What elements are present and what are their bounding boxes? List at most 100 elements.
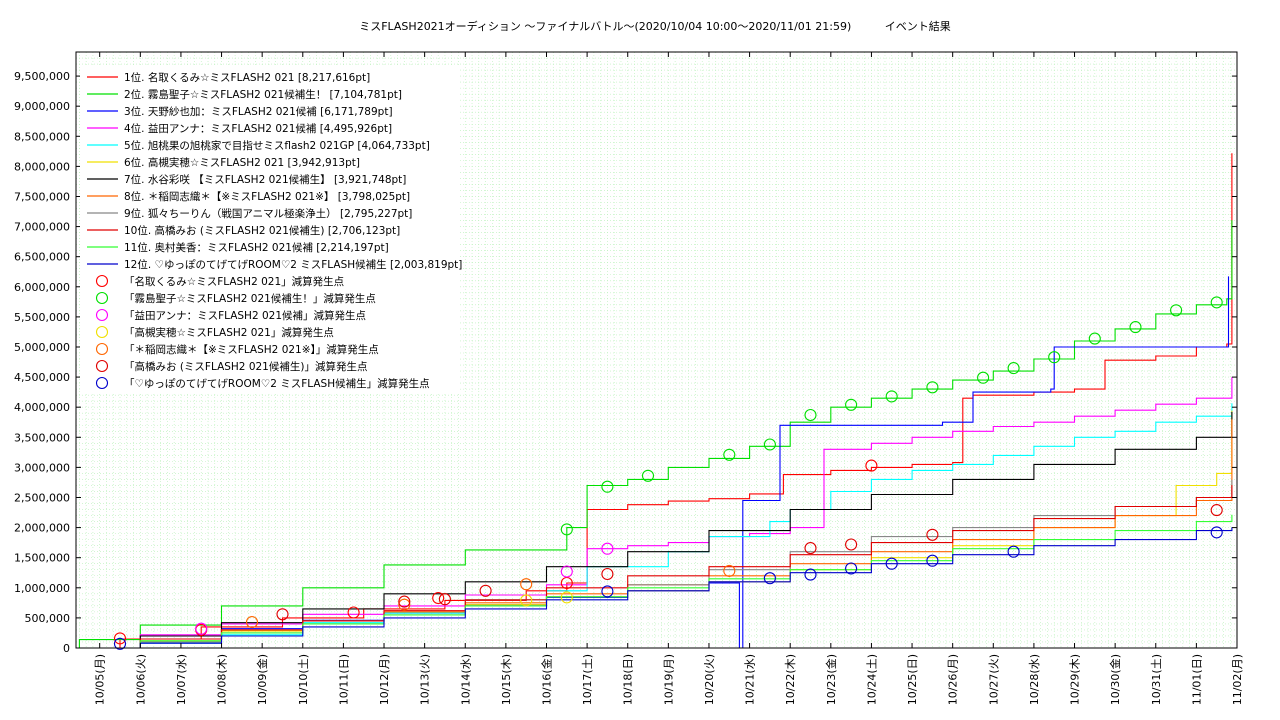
marker-circle-5 bbox=[520, 578, 533, 591]
y-tick-label: 8,000,000 bbox=[14, 160, 70, 173]
x-tick-label: 10/20(火) bbox=[703, 654, 716, 705]
x-tick-label: 11/02(月) bbox=[1231, 654, 1244, 705]
x-tick-label: 10/12(月) bbox=[378, 654, 391, 705]
marker-circle-5 bbox=[723, 564, 736, 577]
marker-circle-6 bbox=[804, 542, 817, 555]
legend-marker bbox=[95, 308, 109, 322]
marker-circle-6 bbox=[601, 567, 614, 581]
marker-circle-6 bbox=[845, 538, 858, 551]
legend-marker bbox=[95, 376, 109, 390]
marker-circle-7 bbox=[804, 568, 817, 581]
x-tick-label: 10/16(金) bbox=[540, 654, 554, 705]
legend-label: 3位. 天野紗也加：ミスFLASH2 021候補 [6,171,789pt] bbox=[124, 105, 393, 118]
legend: 1位. 名取くるみ☆ミスFLASH2 021 [8,217,616pt] 2位. … bbox=[80, 67, 462, 394]
marker-circle-3 bbox=[601, 542, 614, 555]
marker-circle-2 bbox=[763, 438, 776, 451]
marker-circle-2 bbox=[1007, 362, 1020, 375]
marker-circle-2 bbox=[885, 390, 898, 403]
x-tick-label: 10/21(水) bbox=[744, 654, 757, 705]
legend-label: 1位. 名取くるみ☆ミスFLASH2 021 [8,217,616pt] bbox=[124, 71, 370, 84]
y-tick-label: 4,000,000 bbox=[14, 401, 70, 414]
legend-label: 6位. 高槻実穂☆ミスFLASH2 021 [3,942,913pt] bbox=[124, 156, 360, 169]
series-lines bbox=[76, 153, 1233, 649]
marker-circle-7 bbox=[845, 562, 858, 575]
y-tick-label: 4,500,000 bbox=[14, 371, 70, 384]
marker-circle-2 bbox=[641, 469, 655, 482]
x-tick-label: 10/10(土) bbox=[297, 654, 310, 705]
marker-circle-7 bbox=[1210, 526, 1223, 539]
marker-circle-7 bbox=[763, 572, 776, 585]
plot-frame bbox=[75, 51, 1238, 649]
legend-marker bbox=[95, 359, 109, 373]
x-tick-label: 10/05(月) bbox=[94, 654, 107, 705]
x-tick-label: 10/14(水) bbox=[459, 654, 472, 705]
marker-circle-1 bbox=[347, 606, 360, 619]
y-tick-label: 8,500,000 bbox=[14, 130, 70, 143]
marker-circle-5 bbox=[398, 598, 411, 611]
x-tick-label: 10/27(火) bbox=[987, 654, 1000, 705]
x-tick-label: 11/01(日) bbox=[1190, 654, 1203, 705]
legend-label: 9位. 狐々ちーりん（戦国アニマル極楽浄土） [2,795,227pt] bbox=[124, 207, 412, 220]
x-tick-label: 10/29(木) bbox=[1069, 654, 1082, 705]
legend-label: 8位. ＊稲岡志織＊【※ミスFLASH2 021※】 [3,798,025pt] bbox=[124, 190, 410, 203]
legend-label: 「益田アンナ：ミスFLASH2 021候補」減算発生点 bbox=[124, 309, 366, 322]
series-line-5 bbox=[76, 403, 1233, 649]
series-line-11 bbox=[76, 514, 1233, 649]
marker-circle-7 bbox=[926, 554, 939, 567]
series-line-12 bbox=[76, 527, 1233, 649]
y-tick-label: 5,000,000 bbox=[14, 341, 70, 354]
series-line-2 bbox=[76, 220, 1233, 649]
x-tick-label: 10/18(日) bbox=[622, 654, 635, 705]
chart-title-text: ミスFLASH2021オーディション ～ファイナルバトル～(2020/10/04… bbox=[359, 20, 852, 33]
legend-label: 「♡ゆっぽのてげてげROOM♡2 ミスFLASH候補生」減算発生点 bbox=[124, 377, 430, 390]
x-tick-label: 10/28(水) bbox=[1028, 654, 1041, 705]
x-tick-label: 10/26(月) bbox=[947, 654, 960, 705]
y-tick-label: 9,500,000 bbox=[14, 70, 70, 83]
marker-circle-7 bbox=[601, 585, 614, 598]
series-line-4 bbox=[76, 377, 1233, 649]
marker-circle-1 bbox=[432, 591, 445, 605]
legend-label: 5位. 旭桃果の旭桃家で目指せミスflash2 021GP [4,064,733… bbox=[124, 139, 430, 152]
y-tick-label: 500,000 bbox=[25, 612, 71, 625]
x-tick-label: 10/11(日) bbox=[337, 654, 350, 705]
legend-label: 10位. 高橋みお (ミスFLASH2 021候補生) [2,706,123pt… bbox=[124, 224, 400, 237]
marker-circle-2 bbox=[845, 398, 858, 411]
legend-label: 11位. 奥村美香：ミスFLASH2 021候補 [2,214,197pt] bbox=[124, 241, 389, 254]
marker-circle-6 bbox=[438, 593, 451, 606]
legend-label: 「＊稲岡志織＊【※ミスFLASH2 021※】」減算発生点 bbox=[124, 343, 379, 356]
marker-circle-6 bbox=[1210, 504, 1223, 517]
axes: 0 500,000 1,000,000 1,500,000 2,000,000 2,500… bbox=[14, 52, 1244, 705]
y-tick-label: 3,000,000 bbox=[14, 461, 70, 474]
marker-circle-2 bbox=[1129, 321, 1142, 334]
marker-circle-3 bbox=[560, 565, 573, 578]
legend-marker bbox=[95, 342, 109, 356]
x-tick-label: 10/24(土) bbox=[865, 654, 878, 705]
marker-circle-2 bbox=[723, 448, 736, 461]
y-tick-label: 2,500,000 bbox=[14, 491, 70, 504]
y-tick-label: 7,000,000 bbox=[14, 221, 70, 234]
y-tick-label: 5,500,000 bbox=[14, 311, 70, 324]
marker-circle-5 bbox=[245, 616, 259, 629]
x-tick-label: 10/09(金) bbox=[255, 654, 269, 705]
marker-points bbox=[113, 296, 1223, 650]
legend-marker bbox=[95, 325, 109, 339]
marker-circle-2 bbox=[1088, 332, 1101, 345]
chart-subtitle: イベント結果 bbox=[884, 20, 951, 33]
x-tick-label: 10/31(土) bbox=[1150, 654, 1163, 705]
x-tick-label: 10/19(月) bbox=[662, 654, 675, 705]
marker-circle-4 bbox=[520, 594, 533, 607]
legend-background bbox=[80, 67, 460, 394]
series-line-7 bbox=[76, 411, 1233, 649]
chart-title: ミスFLASH2021オーディション ～ファイナルバトル～(2020/10/04… bbox=[0, 18, 1280, 34]
y-tick-label: 0 bbox=[63, 642, 70, 655]
x-tick-label: 10/15(木) bbox=[500, 654, 513, 705]
x-tick-label: 10/06(火) bbox=[134, 654, 147, 705]
marker-circle-1 bbox=[865, 459, 878, 472]
y-tick-label: 1,500,000 bbox=[14, 552, 70, 565]
marker-circle-3 bbox=[195, 622, 208, 635]
legend-label: 4位. 益田アンナ：ミスFLASH2 021候補 [4,495,926pt] bbox=[124, 122, 392, 135]
x-tick-label: 10/22(木) bbox=[784, 654, 797, 705]
marker-circle-2 bbox=[560, 523, 573, 536]
legend-label: 12位. ♡ゆっぽのてげてげROOM♡2 ミスFLASH候補生 [2,003,8… bbox=[124, 258, 462, 271]
